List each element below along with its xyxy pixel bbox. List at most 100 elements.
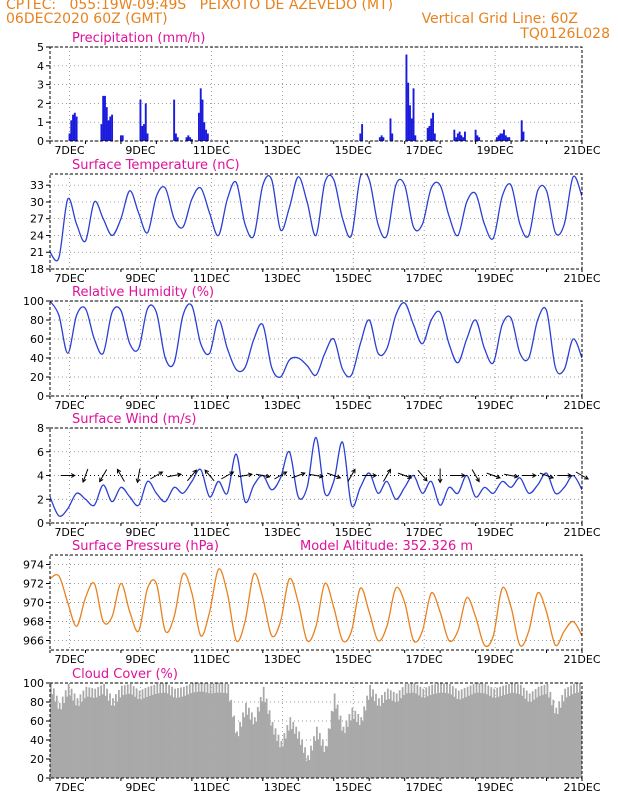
cloud-bar xyxy=(425,687,428,778)
cloud-bar xyxy=(528,693,531,778)
cloud-bar xyxy=(184,695,187,778)
x-tick-label: 13DEC xyxy=(264,781,301,794)
cloud-bar xyxy=(120,685,123,778)
cloud-bar xyxy=(559,707,562,778)
cloud-bar xyxy=(542,694,544,778)
cloud-bar xyxy=(106,688,108,778)
precip-bar xyxy=(476,135,479,141)
cloud-bar xyxy=(570,685,572,778)
cloud-bar xyxy=(60,709,63,778)
wind-arrow xyxy=(204,469,215,482)
cloud-bar xyxy=(394,702,397,778)
cloud-bar xyxy=(395,693,398,778)
cloud-bar xyxy=(151,694,154,778)
y-tick-label: 0 xyxy=(37,772,44,785)
wind-arrow xyxy=(575,471,589,480)
cloud-bar xyxy=(446,683,448,778)
cloud-bar xyxy=(188,684,191,778)
cloud-bar xyxy=(555,707,558,778)
cloud-bar xyxy=(209,683,212,778)
cloud-bar xyxy=(237,736,240,778)
cloud-bar xyxy=(431,684,434,778)
cloud-bar xyxy=(503,694,506,778)
precip-bar xyxy=(361,124,364,141)
precip-bar xyxy=(458,131,461,141)
cloud-bar xyxy=(428,686,431,778)
precip-bar xyxy=(75,116,78,141)
x-tick-label: 19DEC xyxy=(477,272,514,285)
y-tick-label: 1 xyxy=(37,116,44,129)
cloud-bar xyxy=(88,687,91,778)
cloud-bar xyxy=(203,683,206,778)
cloud-bar xyxy=(227,683,230,778)
x-tick-label: 17DEC xyxy=(406,653,443,666)
cloud-bar xyxy=(329,729,332,778)
x-tick-label: 21DEC xyxy=(563,399,600,412)
cloud-bar xyxy=(330,710,333,778)
cloud-bar xyxy=(351,707,354,778)
cloud-bar xyxy=(162,683,165,778)
y-tick-label: 2 xyxy=(37,493,44,506)
cloud-bar xyxy=(280,740,283,778)
cloud-bar xyxy=(410,683,413,778)
wind-arrow xyxy=(99,469,108,482)
cloud-bar xyxy=(112,698,114,778)
precip-bar xyxy=(203,122,206,141)
cloud-bar xyxy=(302,752,305,778)
cloud-bar xyxy=(150,685,153,778)
precip-bar xyxy=(391,133,394,141)
cloud-bar xyxy=(283,733,286,778)
precip-bar xyxy=(104,95,106,141)
precip-bar xyxy=(462,137,465,141)
header-run-date: 06DEC2020 60Z (GMT) xyxy=(6,11,168,27)
cloud-bar xyxy=(253,717,256,778)
cloud-bar xyxy=(373,701,376,778)
y-tick-label: 40 xyxy=(30,734,44,747)
cloud-bar xyxy=(323,752,326,778)
precip-bar xyxy=(508,137,511,141)
cloud-bar xyxy=(190,693,193,778)
cloud-bar xyxy=(391,700,394,778)
x-tick-label: 13DEC xyxy=(264,526,301,539)
y-tick-label: 0 xyxy=(37,517,44,530)
cloud-bar xyxy=(354,710,357,778)
cloud-bar xyxy=(69,695,71,778)
cloud-bar xyxy=(491,697,494,778)
wind-arrow-head xyxy=(437,478,443,484)
cloud-bar xyxy=(160,692,163,778)
cloud-bar xyxy=(219,692,222,778)
cloud-bar xyxy=(561,695,564,778)
cloud-bar xyxy=(113,705,116,778)
y-tick-label: 21 xyxy=(30,246,44,259)
panel-title: Precipitation (mm/h) xyxy=(72,31,205,46)
panel-title: Cloud Cover (%) xyxy=(72,667,178,682)
cloud-bar xyxy=(360,717,363,778)
cloud-bar xyxy=(320,745,323,778)
cloud-bar xyxy=(86,696,89,778)
precip-bar xyxy=(410,118,413,141)
y-tick-label: 6 xyxy=(37,446,44,459)
x-tick-label: 11DEC xyxy=(193,272,230,285)
y-tick-label: 0 xyxy=(37,390,44,403)
cloud-bar xyxy=(57,708,60,778)
x-tick-label: 7DEC xyxy=(54,272,84,285)
x-tick-label: 9DEC xyxy=(125,526,155,539)
precip-bar xyxy=(143,124,145,141)
wind-arrow-head xyxy=(407,474,413,479)
cloud-bar xyxy=(236,731,238,778)
cloud-bar xyxy=(549,691,552,778)
x-tick-label: 19DEC xyxy=(477,781,514,794)
cloud-bar xyxy=(64,690,67,778)
cloud-bar xyxy=(262,686,265,778)
x-tick-label: 17DEC xyxy=(406,144,443,157)
cloud-bar xyxy=(199,691,202,778)
precip-bar xyxy=(474,129,477,141)
cloud-bar xyxy=(488,695,491,778)
cloud-bar xyxy=(548,697,550,778)
cloud-bar xyxy=(400,698,403,778)
cloud-bar xyxy=(200,683,203,778)
cloud-bar xyxy=(512,692,515,778)
precip-bar xyxy=(412,88,415,141)
cloud-bar xyxy=(386,688,389,778)
cloud-bar xyxy=(429,695,432,778)
